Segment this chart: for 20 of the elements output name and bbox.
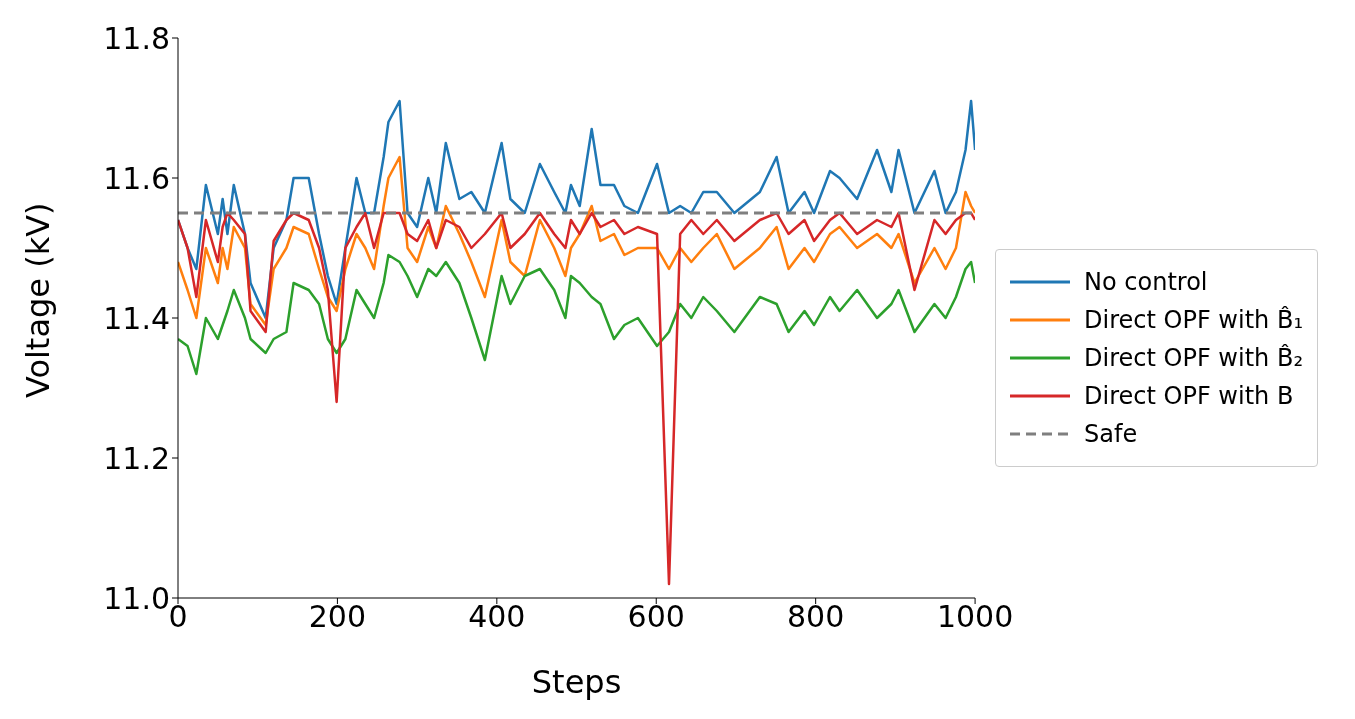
line-series [178, 211, 976, 586]
x-tick-label: 600 [627, 599, 685, 635]
legend-label: Safe [1084, 420, 1138, 448]
legend-label: Direct OPF with B̂₂ [1084, 344, 1303, 372]
y-tick-label: 11.0 [103, 580, 170, 616]
y-tick-label: 11.4 [103, 300, 170, 336]
x-tick-label: 0 [168, 599, 188, 635]
legend-label: Direct OPF with B [1084, 382, 1294, 410]
x-axis-title: Steps [531, 663, 622, 701]
legend-label: No control [1084, 268, 1208, 296]
y-tick-label: 11.8 [103, 20, 170, 56]
line-series [178, 253, 976, 376]
x-tick-label: 800 [787, 599, 845, 635]
x-tick-label: 1000 [936, 599, 1014, 635]
x-tick-label: 400 [468, 599, 526, 635]
y-tick-label: 11.2 [103, 440, 170, 476]
x-tick-label: 200 [308, 599, 367, 635]
y-tick-label: 11.6 [103, 160, 170, 196]
legend-label: Direct OPF with B̂₁ [1084, 306, 1303, 334]
y-axis-title: Voltage (kV) [19, 202, 58, 398]
